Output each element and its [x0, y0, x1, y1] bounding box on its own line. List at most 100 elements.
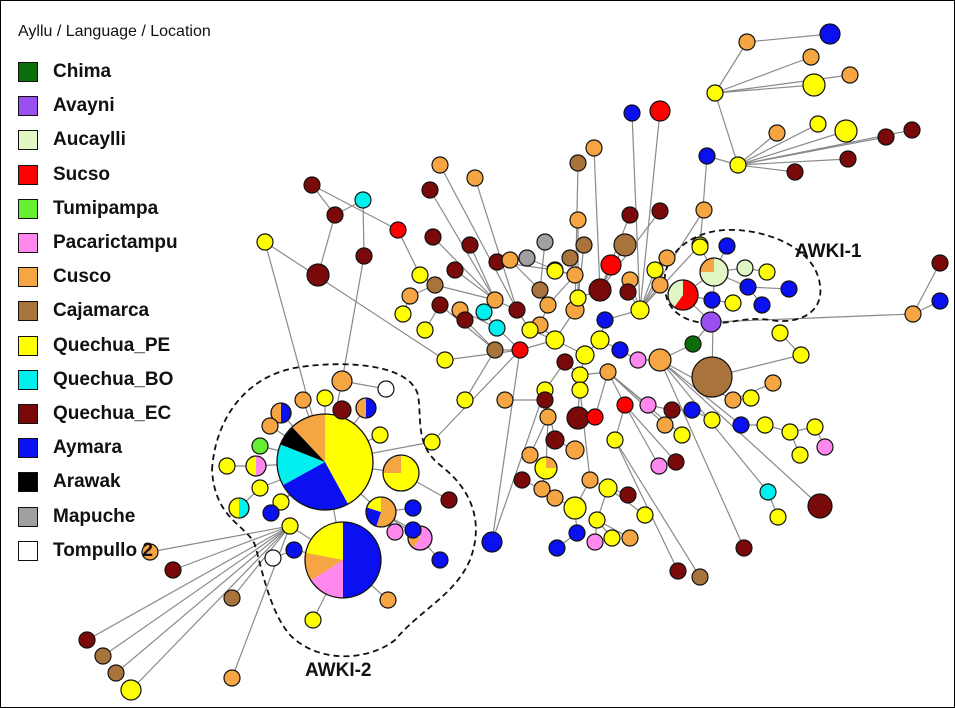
network-edge — [341, 255, 365, 382]
network-edge — [362, 199, 365, 257]
haplotype-node — [401, 287, 419, 305]
haplotype-node — [456, 391, 474, 409]
haplotype-node — [736, 259, 754, 277]
haplotype-node — [691, 238, 709, 256]
legend-swatch — [18, 438, 38, 459]
network-edge — [311, 184, 399, 231]
network-edge — [172, 525, 291, 571]
cluster-label-awki2: AWKI-2 — [305, 660, 372, 681]
network-edge — [714, 92, 739, 166]
haplotype-node — [120, 679, 142, 701]
haplotype-node — [619, 486, 637, 504]
node-outline — [228, 497, 250, 519]
haplotype-node — [440, 491, 458, 509]
haplotype-node — [501, 251, 519, 269]
haplotype-node — [724, 294, 742, 312]
haplotype-node — [466, 169, 484, 187]
haplotype-node — [598, 478, 618, 498]
haplotype-node — [699, 257, 729, 287]
legend-swatch — [18, 301, 38, 322]
pie-slice — [366, 398, 376, 418]
network-edges — [86, 33, 941, 691]
haplotype-node — [571, 366, 589, 384]
network-edge — [714, 74, 851, 94]
haplotype-node — [404, 521, 422, 539]
haplotype-node — [786, 163, 804, 181]
haplotype-node — [691, 568, 709, 586]
haplotype-node — [606, 431, 624, 449]
network-edge — [737, 130, 847, 166]
haplotype-node — [546, 489, 564, 507]
pie-slice — [281, 403, 291, 423]
network-edge — [115, 525, 291, 674]
legend-item-sucso: Sucso — [18, 158, 178, 192]
legend-item-chima: Chima — [18, 55, 178, 89]
haplotype-node — [718, 237, 736, 255]
pie-slice — [246, 456, 256, 476]
network-edge — [639, 244, 701, 311]
haplotype-node — [931, 254, 949, 272]
haplotype-node — [566, 266, 584, 284]
haplotype-node — [386, 523, 404, 541]
haplotype-node — [613, 233, 637, 257]
haplotype-node — [792, 346, 810, 364]
haplotype-node — [753, 296, 771, 314]
legend-swatch — [18, 96, 38, 117]
haplotype-node — [331, 370, 353, 392]
legend-swatch — [18, 369, 38, 390]
haplotype-node — [651, 276, 669, 294]
node-outline — [667, 279, 699, 311]
haplotype-node — [511, 341, 529, 359]
haplotype-node — [251, 437, 269, 455]
haplotype-node — [411, 266, 429, 284]
cluster-outline-awki2 — [211, 363, 477, 658]
pie-slice — [256, 456, 266, 476]
haplotype-node — [742, 389, 760, 407]
haplotype-node — [806, 418, 824, 436]
haplotype-node — [251, 479, 269, 497]
haplotype-node — [431, 551, 449, 569]
node-outline — [365, 496, 397, 528]
pie-slice — [310, 560, 343, 598]
network-edge — [432, 236, 496, 301]
haplotype-node — [931, 292, 949, 310]
network-edge — [474, 177, 518, 311]
haplotype-node — [619, 283, 637, 301]
haplotype-node — [536, 233, 554, 251]
haplotype-node — [585, 139, 603, 157]
legend-label: Cajamarca — [53, 300, 150, 322]
haplotype-node — [758, 263, 776, 281]
haplotype-node — [839, 150, 857, 168]
network-edge — [444, 349, 521, 361]
legend-swatch — [18, 335, 38, 356]
haplotype-node — [639, 396, 657, 414]
haplotype-node — [78, 631, 96, 649]
haplotype-node — [276, 413, 374, 511]
legend-label: Arawak — [53, 471, 121, 493]
legend-label: Quechua_EC — [53, 402, 172, 424]
pie-slice — [305, 522, 343, 560]
haplotype-node — [404, 499, 422, 517]
network-edge — [912, 262, 941, 315]
network-edge — [574, 162, 579, 311]
haplotype-node — [107, 664, 125, 682]
haplotype-node — [355, 247, 373, 265]
network-edge — [737, 158, 849, 166]
haplotype-node — [141, 543, 159, 561]
haplotype-node — [461, 236, 479, 254]
legend-label: Quechua_BO — [53, 368, 174, 390]
network-edge — [614, 439, 701, 578]
legend-label: Pacarictampu — [53, 232, 178, 254]
haplotype-node — [475, 303, 493, 321]
haplotype-node — [667, 453, 685, 471]
network-edge — [714, 56, 812, 94]
network-edge — [231, 525, 291, 599]
haplotype-node — [683, 401, 701, 419]
haplotype-node — [270, 402, 292, 424]
haplotype-node — [446, 261, 464, 279]
legend-swatch — [18, 198, 38, 219]
haplotype-node — [729, 156, 747, 174]
legend-item-arawak: Arawak — [18, 465, 178, 499]
legend-swatch — [18, 233, 38, 254]
haplotype-node — [536, 391, 554, 409]
